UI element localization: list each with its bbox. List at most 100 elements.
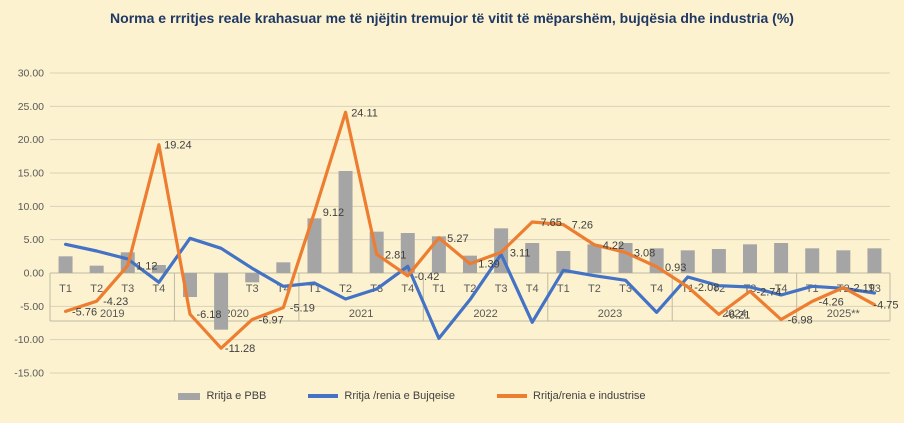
year-label: 2020 [224, 308, 248, 320]
gdp-legend-swatch [178, 392, 201, 400]
gdp-bar [774, 243, 789, 273]
industry-line [63, 110, 877, 350]
quarter-tick-label: T3 [121, 283, 134, 295]
y-tick-label: 15.00 [18, 168, 44, 180]
year-label: 2024 [722, 308, 746, 320]
industry-data-label: -4.23 [103, 296, 128, 308]
industry-legend-swatch [497, 394, 528, 398]
industry-data-label: -2.19 [850, 283, 875, 295]
industry-legend-label: Rritja/renia e industrise [533, 390, 646, 402]
gridlines [50, 72, 890, 374]
industry-data-label: 7.26 [572, 220, 593, 232]
industry-data-label: -6.98 [788, 315, 813, 327]
gdp-bar [556, 251, 571, 273]
gdp-bar [867, 248, 882, 273]
quarter-tick-label: T3 [246, 283, 259, 295]
industry-data-label: -4.26 [819, 296, 844, 308]
year-label: 2023 [598, 308, 622, 320]
gdp-bar [151, 265, 166, 273]
gdp-bar [680, 250, 695, 273]
gdp-bar [307, 218, 322, 273]
y-tick-label: 25.00 [18, 101, 44, 113]
quarter-tick-label: T2 [339, 283, 352, 295]
gdp-bar [525, 243, 540, 273]
industry-data-label: 24.11 [351, 107, 378, 119]
y-tick-label: 0.00 [24, 268, 45, 280]
year-label: 2022 [473, 308, 497, 320]
gdp-bar [245, 273, 260, 283]
industry-data-label: 1.12 [136, 261, 157, 273]
quarter-tick-label: T4 [401, 283, 414, 295]
gdp-bar [338, 171, 353, 273]
y-tick-label: 30.00 [18, 68, 44, 80]
year-label: 2025** [827, 308, 861, 320]
industry-data-label: -6.18 [196, 309, 221, 321]
industry-data-label: -5.76 [72, 306, 97, 318]
y-tick-label: 5.00 [24, 234, 45, 246]
industry-data-label: -2.08 [694, 282, 719, 294]
quarter-tick-label: T4 [775, 283, 788, 295]
y-tick-label: -15.00 [14, 368, 44, 380]
industry-data-labels: -5.76 -4.23 1.12 19.24 -6.18 -11.28 -6.97 -5.19… [72, 107, 899, 355]
y-tick-label: 20.00 [18, 134, 44, 146]
y-tick-label: -10.00 [14, 334, 44, 346]
quarter-tick-label: T4 [650, 283, 663, 295]
industry-line-path [63, 110, 877, 350]
y-tick-label: -5.00 [20, 301, 44, 313]
agriculture-legend-label: Rritja /renia e Bujqeise [344, 390, 456, 402]
industry-data-label: 0.93 [665, 262, 686, 274]
gdp-legend-label: Rritja e PBB [206, 390, 267, 402]
quarter-tick-label: T1 [59, 283, 72, 295]
industry-data-label: 19.24 [164, 140, 192, 152]
y-axis-labels: 30.00 25.00 20.00 15.00 10.00 5.00 0.00 -5.00 -1… [14, 68, 44, 380]
year-label: 2021 [349, 308, 373, 320]
gdp-bar [276, 262, 291, 273]
gdp-bar [400, 233, 415, 273]
quarter-tick-label: T1 [557, 283, 570, 295]
industry-data-label: 4.22 [603, 240, 624, 252]
year-separators [49, 273, 891, 322]
gdp-bar [805, 248, 820, 273]
legend-item-industry: Rritja/renia e industrise [497, 390, 646, 402]
chart-title: Norma e rrritjes reale krahasuar me të n… [0, 9, 904, 28]
industry-data-label: -5.19 [290, 303, 315, 315]
quarter-tick-label: T4 [152, 283, 165, 295]
agriculture-line [63, 236, 877, 340]
gdp-bar [89, 265, 104, 273]
agriculture-legend-swatch [308, 394, 339, 398]
quarter-tick-label: T2 [464, 283, 477, 295]
legend-item-agriculture: Rritja /renia e Bujqeise [308, 390, 455, 402]
chart-legend: Rritja e PBB Rritja /renia e Bujqeise Rr… [0, 390, 864, 402]
industry-data-label: 9.12 [323, 207, 344, 219]
industry-data-label: 3.08 [634, 247, 655, 259]
year-labels: 2019 2020 2021 2022 2023 2024 2025** [100, 308, 861, 320]
gdp-bar [836, 250, 851, 273]
industry-data-label: 2.81 [385, 249, 406, 261]
year-label: 2019 [100, 308, 124, 320]
industry-data-label: -4.75 [873, 300, 898, 312]
industry-data-label: -6.97 [259, 314, 284, 326]
industry-data-label: 7.65 [541, 217, 562, 229]
industry-data-label: -2.74 [756, 286, 781, 298]
industry-data-label: -11.28 [225, 343, 255, 355]
gdp-bar [431, 236, 446, 273]
industry-data-label: -0.42 [414, 271, 439, 283]
quarter-tick-label: T2 [90, 283, 103, 295]
industry-data-label: 1.39 [478, 259, 499, 271]
industry-data-label: 5.27 [447, 233, 468, 245]
legend-item-gdp: Rritja e PBB [178, 390, 266, 402]
gdp-bar [743, 244, 757, 273]
quarter-tick-label: T2 [588, 283, 601, 295]
quarter-tick-label: T3 [619, 283, 632, 295]
agriculture-line-path [63, 236, 877, 340]
gdp-bar [214, 273, 229, 330]
quarter-tick-label: T3 [495, 283, 508, 295]
gdp-bar [58, 256, 73, 273]
industry-data-label: 3.11 [510, 247, 531, 259]
quarter-tick-label: T4 [526, 283, 539, 295]
gdp-bar [587, 244, 602, 273]
gdp-bar [711, 249, 726, 273]
chart-title-text: Norma e rrritjes reale krahasuar me të n… [110, 10, 794, 26]
